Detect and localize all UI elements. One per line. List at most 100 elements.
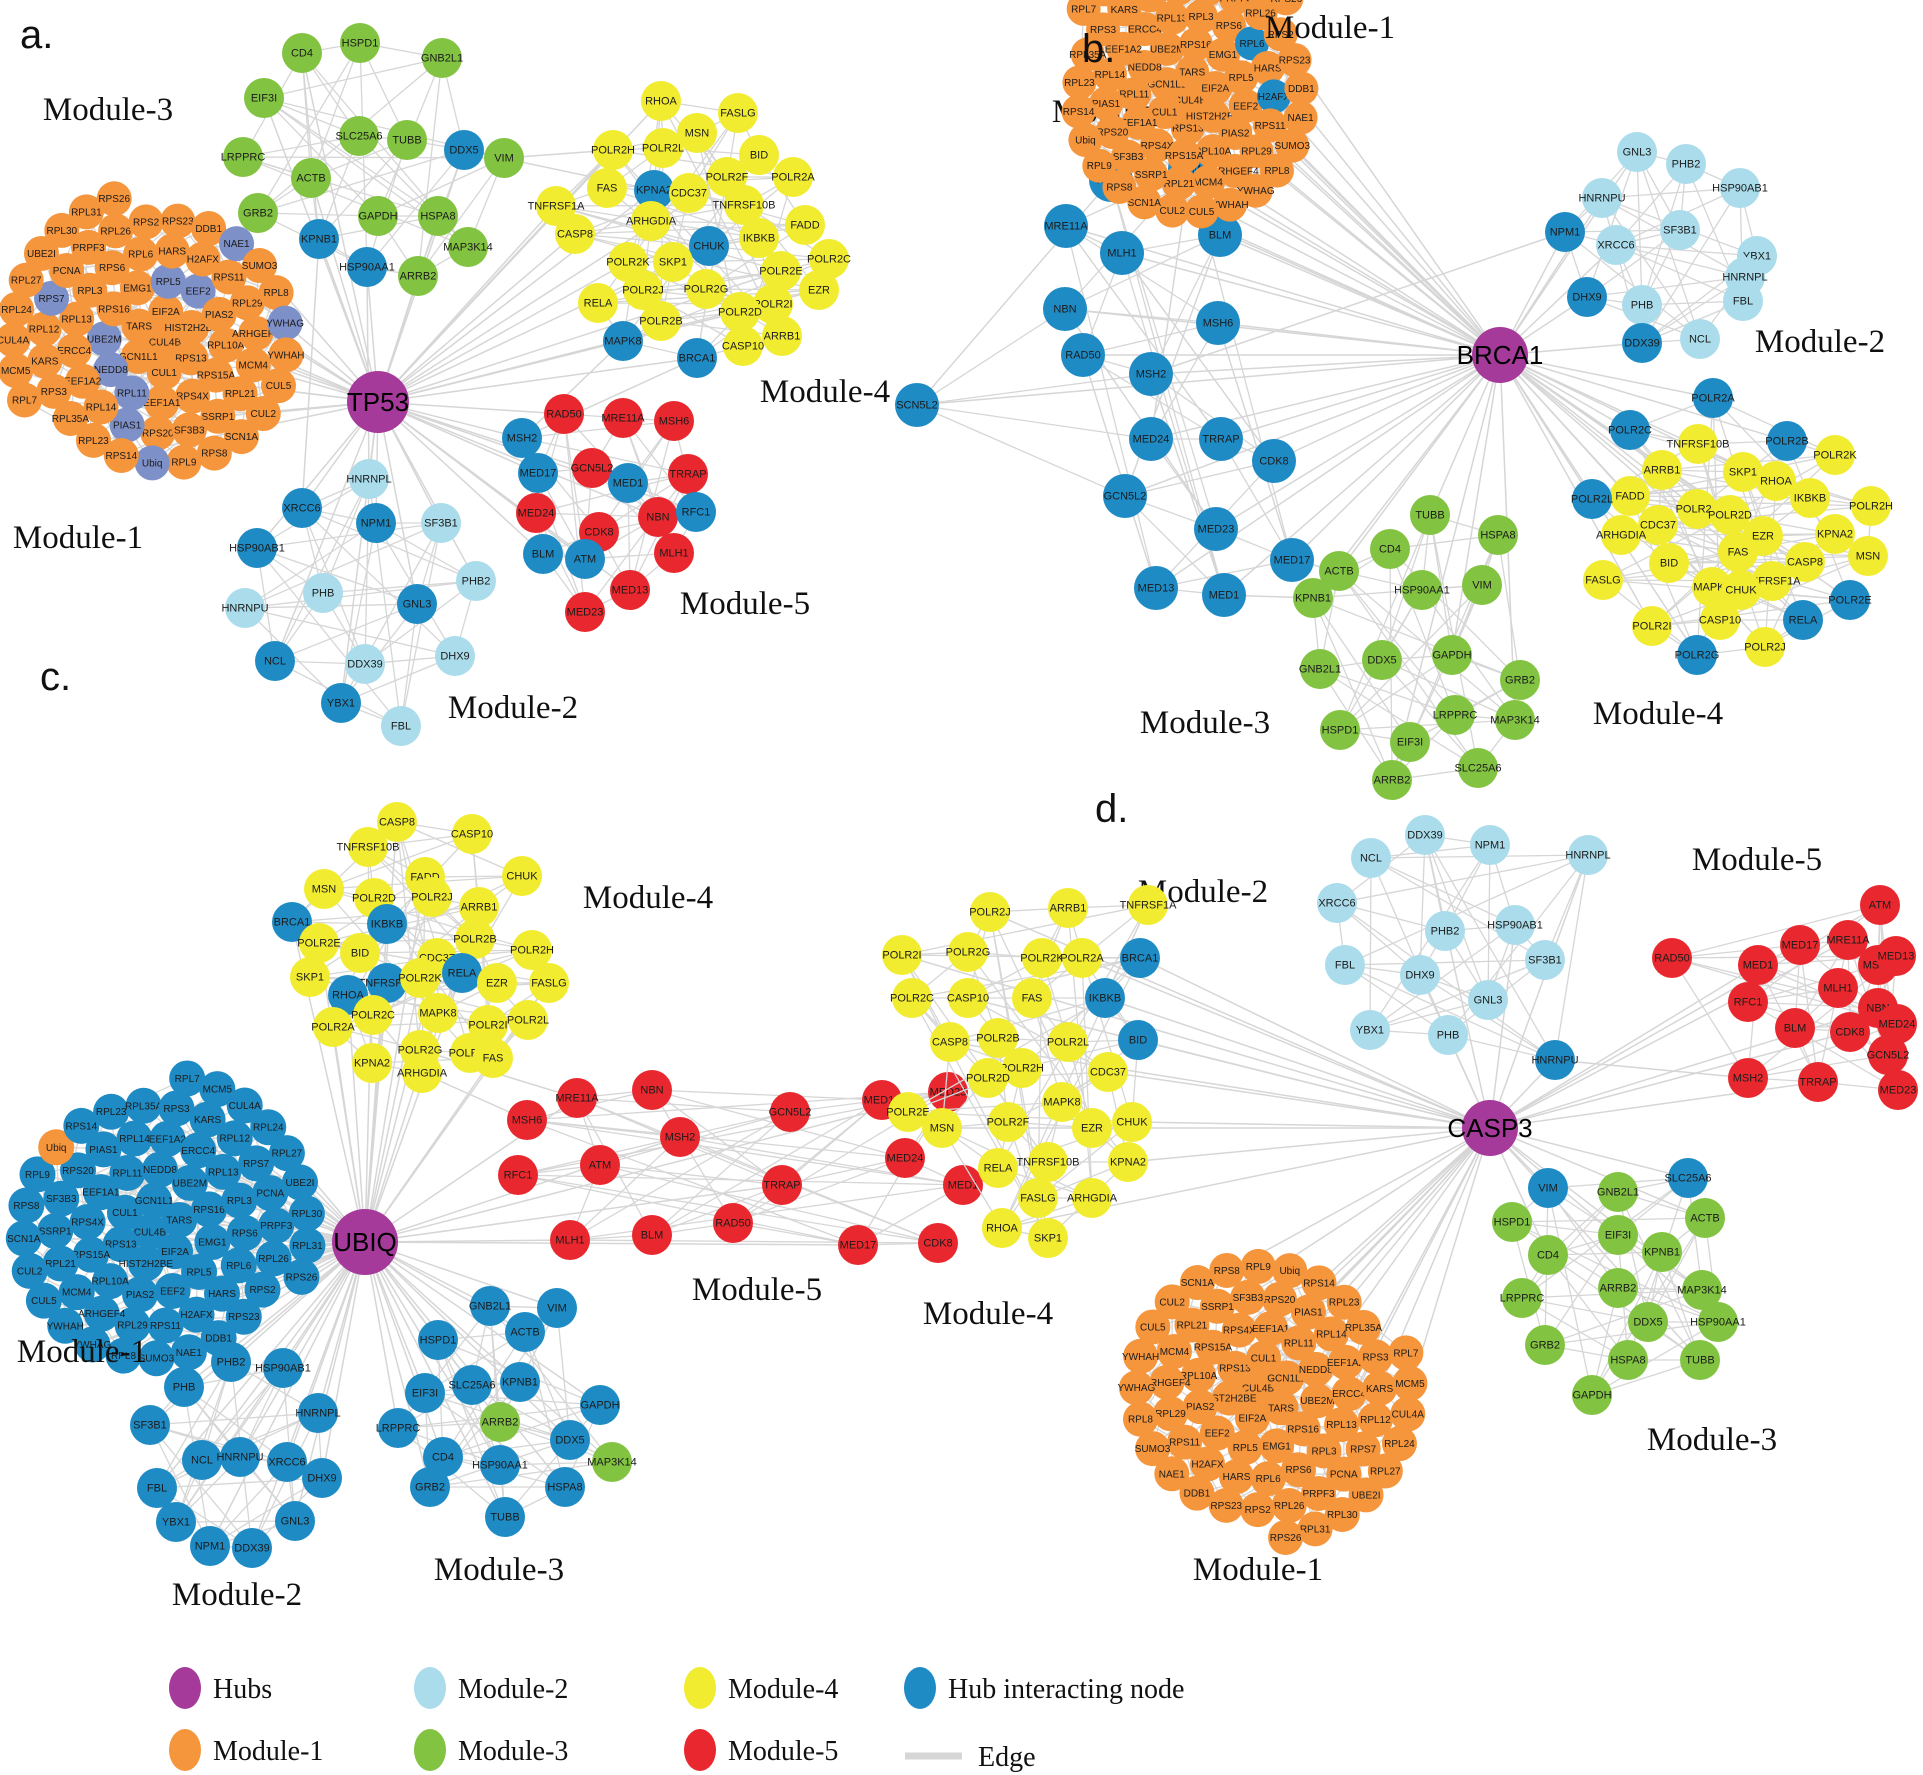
edge xyxy=(323,833,473,890)
node-HSP90AA1 xyxy=(1698,1302,1738,1342)
node-VIM xyxy=(1528,1168,1568,1208)
node-label-HNRNPL: HNRNPL xyxy=(346,474,391,486)
node-label-RPS8: RPS8 xyxy=(201,449,228,460)
node-CUL4A xyxy=(1390,1396,1426,1432)
node-HSPD1 xyxy=(340,23,380,63)
edge xyxy=(1586,151,1638,298)
node-label-BID: BID xyxy=(351,948,369,960)
node-label-POLR2J: POLR2J xyxy=(1744,642,1786,654)
node-TUBB xyxy=(485,1497,525,1537)
node-BRCA1 xyxy=(677,338,717,378)
panel-d-module-3: VIM SLC25A6 GNB2L1 ACTB HSPD1 EIF3I CD4 KPNB1 AR… xyxy=(1492,1158,1746,1415)
edge xyxy=(1338,570,1516,721)
node-POLR2H xyxy=(1002,1048,1042,1088)
node-label-EEF1A2: EEF1A2 xyxy=(149,1134,187,1145)
node-POLR2F xyxy=(1677,489,1717,529)
node-RPS3 xyxy=(158,1090,195,1127)
node-label-NEDD8: NEDD8 xyxy=(143,1165,177,1176)
node-CUL2 xyxy=(245,396,281,432)
node-ARHGEF4 xyxy=(1149,1364,1185,1400)
node-TUBB xyxy=(387,120,427,160)
node-label-RPL24: RPL24 xyxy=(1384,1439,1415,1450)
node-MED17 xyxy=(1270,538,1314,582)
node-label-FBL: FBL xyxy=(1335,960,1355,972)
node-label-MED24: MED24 xyxy=(518,508,555,520)
node-label-POLR2H: POLR2H xyxy=(591,145,635,157)
node-EEF1A2 xyxy=(149,1120,186,1157)
hub-edge xyxy=(1391,354,1501,781)
node-POLR2J xyxy=(623,270,663,310)
node-label-IKBKB: IKBKB xyxy=(1089,993,1121,1005)
node-label-RPL26: RPL26 xyxy=(1274,1501,1305,1512)
node-TUBB xyxy=(1410,495,1450,535)
edge xyxy=(256,547,418,605)
node-label-SF3B1: SF3B1 xyxy=(1528,955,1562,967)
node-label-PHB: PHB xyxy=(173,1382,196,1394)
node-label-PCNA: PCNA xyxy=(1330,1470,1358,1481)
node-RPS2 xyxy=(244,1271,281,1308)
node-label-ACTB: ACTB xyxy=(1324,566,1353,578)
hub-edge xyxy=(1107,1071,1491,1129)
node-RPS7 xyxy=(1345,1431,1381,1467)
node-label-MCM4: MCM4 xyxy=(62,1288,92,1299)
node-label-RPL6: RPL6 xyxy=(226,1261,251,1272)
node-label-RAD50: RAD50 xyxy=(546,409,581,421)
node-CASP10 xyxy=(452,814,492,854)
node-label-MED1: MED1 xyxy=(948,1180,979,1192)
node-HARS xyxy=(154,233,190,269)
node-EEF1A1 xyxy=(82,1174,119,1211)
node-RPL9 xyxy=(1082,148,1117,183)
node-label-RELA: RELA xyxy=(984,1163,1013,1175)
edge xyxy=(1564,231,1746,278)
node-label-RFC1: RFC1 xyxy=(1734,997,1763,1009)
node-MCM4 xyxy=(1191,165,1226,200)
edge xyxy=(569,1239,939,1244)
node-label-EEF1A2: EEF1A2 xyxy=(1105,44,1143,55)
hub-edge xyxy=(347,994,366,1243)
node-RPL11 xyxy=(1117,77,1152,112)
node-RPL24 xyxy=(1381,1426,1417,1462)
node-RPS7 xyxy=(34,280,70,316)
node-NEDD8 xyxy=(93,352,129,388)
node-POLR2A xyxy=(313,1007,353,1047)
node-POLR2J xyxy=(970,892,1010,932)
node-label-RPS16: RPS16 xyxy=(1180,40,1212,51)
node-label-RPS26: RPS26 xyxy=(1271,0,1303,5)
node-label-RELA: RELA xyxy=(448,968,477,980)
node-label-RPS2: RPS2 xyxy=(133,217,160,228)
hub-edge xyxy=(310,177,379,403)
node-label-HSPD1: HSPD1 xyxy=(342,38,379,50)
node-label-RPS14: RPS14 xyxy=(105,451,137,462)
node-label-RFC1: RFC1 xyxy=(682,507,711,519)
node-label-NAE1: NAE1 xyxy=(1159,1469,1186,1480)
hub-edge xyxy=(377,205,557,403)
node-label-GNB2L1: GNB2L1 xyxy=(469,1301,511,1313)
node-label-MRE11A: MRE11A xyxy=(555,1093,599,1105)
node-label-SLC25A6: SLC25A6 xyxy=(448,1380,495,1392)
node-GAPDH xyxy=(580,1385,620,1425)
module-label-module-4-c: Module-4 xyxy=(583,880,713,916)
node-RPS7 xyxy=(238,1145,275,1182)
node-label-RPS8: RPS8 xyxy=(13,1201,40,1212)
node-POLR2I xyxy=(1632,606,1672,646)
node-label-SF3B3: SF3B3 xyxy=(1233,1293,1264,1304)
node-POLR2J xyxy=(412,877,452,917)
node-label-POLR2I: POLR2I xyxy=(882,950,921,962)
node-EIF3I xyxy=(405,1373,445,1413)
node-label-NAE1: NAE1 xyxy=(223,239,250,250)
hub-CASP3 xyxy=(1462,1100,1518,1156)
node-MED23 xyxy=(928,1072,968,1112)
node-RPL12 xyxy=(216,1120,253,1157)
node-CHUK xyxy=(502,856,542,896)
node-label-HNRNPL: HNRNPL xyxy=(295,1408,340,1420)
node-label-CUL4A: CUL4A xyxy=(0,335,29,346)
node-BID xyxy=(1649,543,1689,583)
node-RPL23 xyxy=(75,422,111,458)
node-RPL14 xyxy=(1313,1316,1349,1352)
node-RPS20 xyxy=(1261,1281,1297,1317)
node-label-SCN1A: SCN1A xyxy=(225,432,259,443)
node-label-PRPF3: PRPF3 xyxy=(1302,1489,1335,1500)
edge xyxy=(156,1361,232,1489)
edge xyxy=(1786,440,1851,601)
